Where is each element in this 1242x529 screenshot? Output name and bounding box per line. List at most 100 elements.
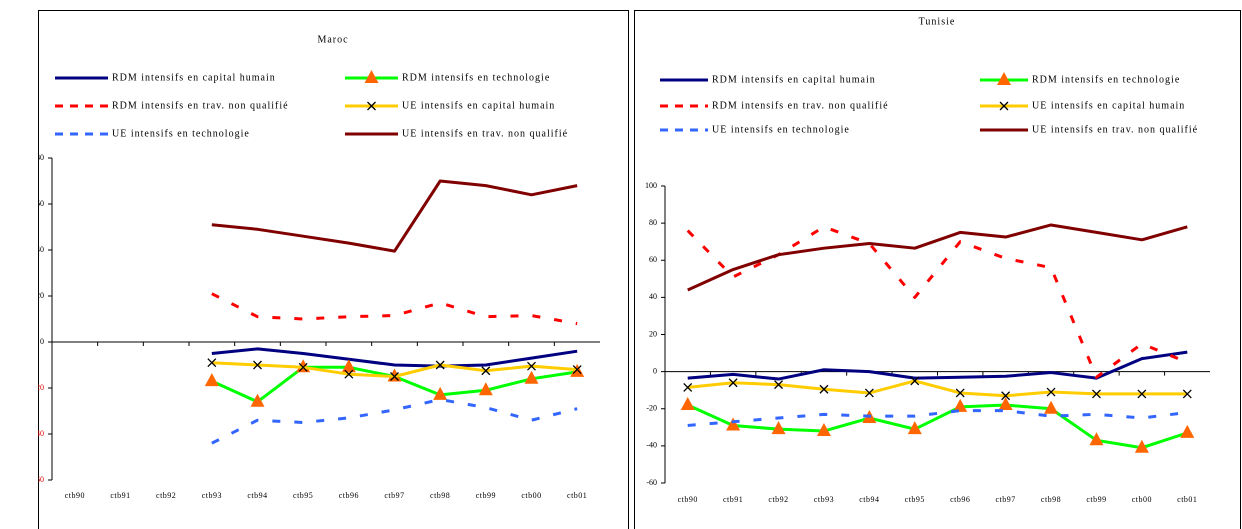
series-line: [687, 403, 1188, 450]
legend-label: RDM intensifs en trav. non qualifié: [112, 100, 289, 111]
marker: [435, 360, 445, 370]
panel: [38, 10, 629, 529]
marker: [527, 361, 536, 371]
legend-label: RDM intensifs en technologie: [402, 72, 550, 83]
x-tick-label: ctb92: [768, 495, 788, 504]
y-tick-label: 20: [36, 291, 44, 300]
y-tick-label: 0: [40, 337, 44, 346]
marker: [683, 382, 693, 392]
marker: [1001, 391, 1011, 401]
marker: [726, 417, 741, 431]
x-tick-label: ctb98: [1041, 495, 1061, 504]
series-line: [211, 347, 578, 368]
marker: [774, 380, 784, 390]
x-tick-label: ctb01: [1177, 495, 1197, 504]
marker: [864, 388, 874, 398]
series-line: [211, 398, 578, 445]
series-line: [211, 292, 578, 326]
chart: Tunisie RDM intensifs en capital humain RD…: [645, 16, 1210, 504]
series-line: [687, 350, 1188, 381]
marker: [728, 378, 738, 388]
x-tick-label: ctb95: [293, 491, 313, 500]
marker: [1092, 389, 1101, 399]
series-line: [687, 379, 1188, 398]
x-tick-label: ctb99: [1086, 495, 1106, 504]
marker: [1046, 387, 1056, 397]
marker: [910, 376, 920, 386]
x-tick-label: ctb95: [905, 495, 925, 504]
legend-label: RDM intensifs en capital humain: [712, 74, 876, 85]
marker: [680, 397, 695, 411]
legend-label: UE intensifs en technologie: [712, 124, 850, 135]
y-tick-label: 80: [36, 153, 44, 162]
y-tick-label: -60: [646, 478, 657, 487]
y-tick-label: -40: [33, 429, 44, 438]
y-tick-label: -20: [646, 404, 657, 413]
marker: [524, 370, 539, 384]
chart-title: Tunisie: [919, 16, 956, 27]
marker: [998, 397, 1013, 411]
marker: [907, 421, 922, 435]
marker: [819, 384, 829, 394]
marker: [344, 369, 354, 379]
marker: [390, 372, 399, 381]
marker: [341, 359, 356, 373]
y-tick-label: 40: [36, 245, 44, 254]
chart: Maroc RDM intensifs en capital humain RDM …: [33, 34, 600, 500]
x-tick-label: ctb93: [814, 495, 834, 504]
x-tick-label: ctb97: [384, 491, 404, 500]
x-tick-label: ctb00: [521, 491, 541, 500]
marker: [771, 421, 786, 435]
marker: [1134, 439, 1149, 453]
legend-label: UE intensifs en capital humain: [1032, 100, 1185, 111]
y-tick-label: 40: [649, 292, 657, 301]
y-tick-label: -60: [33, 475, 44, 484]
x-tick-label: ctb93: [202, 491, 222, 500]
chart-title: Maroc: [317, 34, 348, 45]
marker: [364, 70, 379, 83]
marker: [250, 393, 265, 407]
x-tick-label: ctb92: [156, 491, 176, 500]
x-tick-label: ctb97: [995, 495, 1015, 504]
y-tick-label: 60: [649, 255, 657, 264]
x-tick-label: ctb91: [110, 491, 130, 500]
marker: [478, 382, 493, 396]
legend-label: RDM intensifs en trav. non qualifié: [712, 100, 889, 111]
panel: [634, 10, 1241, 529]
x-tick-label: ctb94: [859, 495, 879, 504]
x-tick-label: ctb90: [65, 491, 85, 500]
x-tick-label: ctb96: [950, 495, 970, 504]
y-tick-label: -40: [646, 441, 657, 450]
y-tick-label: 100: [645, 181, 657, 190]
series-line: [211, 179, 578, 253]
legend-label: RDM intensifs en technologie: [1032, 74, 1180, 85]
y-tick-label: 20: [649, 329, 657, 338]
legend-label: UE intensifs en trav. non qualifié: [402, 128, 568, 139]
legend-label: UE intensifs en technologie: [112, 128, 250, 139]
y-tick-label: 0: [653, 366, 657, 375]
series-line: [687, 223, 1188, 292]
marker: [298, 362, 308, 372]
x-tick-label: ctb94: [247, 491, 267, 500]
marker: [999, 101, 1009, 111]
x-tick-label: ctb00: [1132, 495, 1152, 504]
marker: [1182, 389, 1192, 399]
y-tick-label: 80: [649, 218, 657, 227]
x-tick-label: ctb98: [430, 491, 450, 500]
marker: [572, 365, 582, 375]
x-tick-label: ctb90: [678, 495, 698, 504]
x-tick-label: ctb01: [567, 491, 587, 500]
x-tick-label: ctb91: [723, 495, 743, 504]
marker: [433, 386, 448, 400]
marker: [997, 72, 1011, 85]
marker: [481, 366, 491, 376]
x-tick-label: ctb96: [339, 491, 359, 500]
marker: [207, 358, 217, 368]
marker: [816, 423, 831, 437]
legend-label: UE intensifs en trav. non qualifié: [1032, 124, 1198, 135]
marker: [367, 101, 376, 111]
marker: [1089, 432, 1104, 446]
marker: [1180, 424, 1195, 438]
y-tick-label: 60: [36, 199, 44, 208]
